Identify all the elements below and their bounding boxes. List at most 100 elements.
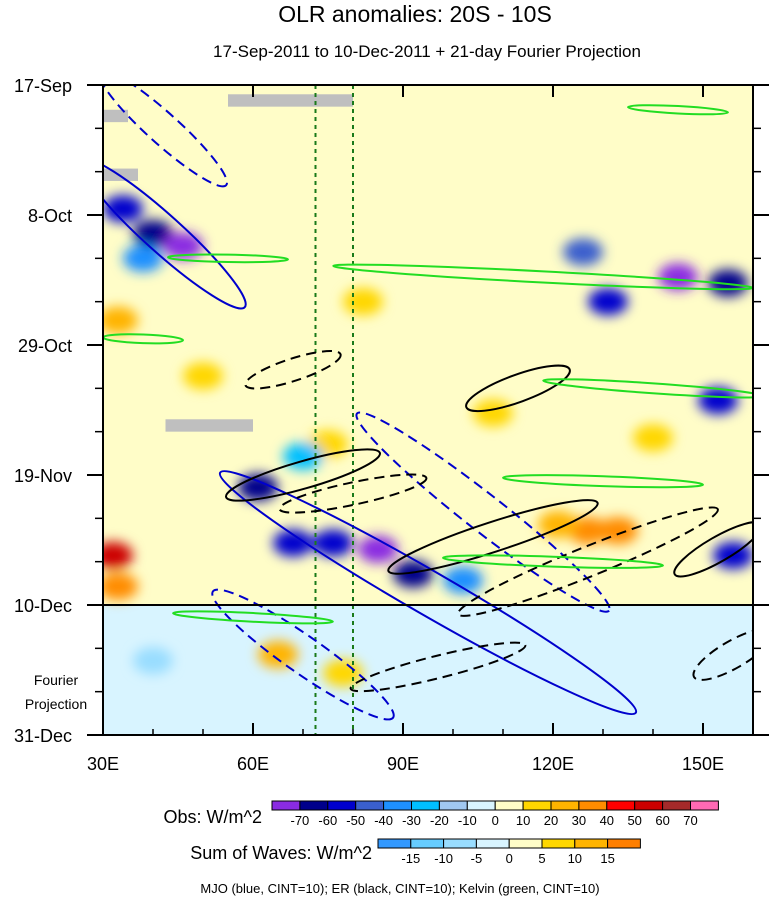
forecast-label-line1: Fourier — [34, 672, 79, 688]
mjo-contour-0 — [103, 85, 229, 188]
missing-data-blocks — [103, 94, 353, 432]
chart-title: OLR anomalies: 20S - 10S — [278, 1, 552, 27]
anomaly-cell-30 — [133, 647, 173, 675]
obs-colorbar-level-13: 60 — [655, 813, 669, 828]
anomaly-cell-5 — [103, 541, 133, 570]
missing-data-block-2 — [165, 419, 253, 432]
anomaly-cell-9 — [313, 529, 353, 557]
anomaly-cell-6 — [103, 572, 138, 601]
anomaly-cell-4 — [103, 306, 138, 334]
plot-area — [103, 85, 753, 735]
waves-colorbar-swatch-2 — [443, 838, 477, 849]
kelvin-contour-19 — [172, 610, 334, 625]
obs-colorbar-level-0: -70 — [291, 813, 310, 828]
y-tick-label-3: 19-Nov — [14, 466, 72, 486]
kelvin-contour-17 — [627, 104, 729, 116]
footnote: MJO (blue, CINT=10); ER (black, CINT=10)… — [200, 881, 599, 896]
anomaly-cell-8 — [273, 529, 313, 557]
obs-colorbar-swatch-3 — [355, 800, 385, 811]
x-tick-label-0: 30E — [87, 754, 119, 774]
obs-colorbar-swatch-14 — [662, 800, 691, 811]
waves-colorbar-swatch-0 — [377, 838, 412, 849]
forecast-region — [103, 605, 753, 735]
anomaly-cell-27 — [183, 362, 223, 390]
mjo-contour-1 — [103, 157, 247, 310]
anomaly-cell-24 — [473, 399, 513, 427]
obs-colorbar-swatch-7 — [466, 800, 496, 811]
er-contour-5 — [244, 350, 342, 390]
er-contour-6 — [465, 364, 571, 413]
anomaly-cell-16 — [588, 288, 628, 316]
obs-colorbar-swatch-15 — [690, 800, 719, 811]
anomaly-cell-11 — [393, 560, 433, 588]
kelvin-contour-16 — [167, 253, 289, 264]
x-tick-label-1: 60E — [237, 754, 269, 774]
anomaly-cell-22 — [343, 288, 383, 316]
anomaly-cell-20 — [538, 510, 578, 539]
waves-colorbar-level-5: 10 — [568, 851, 582, 866]
y-tick-label-4: 10-Dec — [14, 596, 72, 616]
obs-colorbar-swatch-9 — [522, 800, 552, 811]
anomaly-cell-28 — [258, 640, 298, 669]
waves-colorbar-swatch-4 — [508, 838, 543, 849]
waves-colorbar: Sum of Waves: W/m^2 -15 -10 -5 0 5 10 15 — [190, 838, 641, 866]
anomaly-cell-0 — [103, 195, 143, 223]
waves-colorbar-swatch-6 — [574, 838, 609, 849]
obs-colorbar-level-11: 40 — [600, 813, 614, 828]
x-tick-label-4: 150E — [682, 754, 724, 774]
obs-colorbar-level-12: 50 — [627, 813, 641, 828]
anomaly-cell-10 — [358, 535, 398, 563]
anomaly-cell-25 — [633, 424, 673, 452]
anomaly-cell-3 — [123, 244, 163, 272]
obs-colorbar-swatch-1 — [299, 800, 329, 811]
anomaly-cell-12 — [443, 566, 483, 594]
kelvin-contour-15 — [542, 378, 753, 399]
waves-colorbar-level-3: 0 — [506, 851, 513, 866]
waves-colorbar-level-2: -5 — [471, 851, 483, 866]
obs-colorbar-swatch-4 — [383, 800, 413, 811]
er-contour-12 — [673, 521, 753, 578]
obs-colorbar-swatch-5 — [411, 800, 440, 811]
waves-colorbar-level-6: 15 — [600, 851, 614, 866]
obs-colorbar-swatch-10 — [550, 800, 580, 811]
obs-colorbar-level-6: -10 — [458, 813, 477, 828]
obs-colorbar-level-10: 30 — [572, 813, 586, 828]
obs-colorbar-swatch-0 — [271, 800, 301, 811]
forecast-label: Fourier Projection — [25, 672, 87, 712]
waves-colorbar-swatch-5 — [541, 838, 576, 849]
forecast-label-line2: Projection — [25, 696, 87, 712]
obs-colorbar-level-1: -60 — [318, 813, 337, 828]
anomaly-cell-2 — [163, 232, 203, 260]
y-tick-label-5: 31-Dec — [14, 726, 72, 746]
er-contour-13 — [692, 628, 753, 681]
waves-colorbar-label: Sum of Waves: W/m^2 — [190, 843, 372, 863]
obs-colorbar-level-7: 0 — [492, 813, 499, 828]
mjo-contour-4 — [211, 588, 395, 721]
anomaly-cell-19 — [568, 517, 608, 545]
y-tick-label-0: 17-Sep — [14, 76, 72, 96]
y-tick-label-1: 8-Oct — [28, 206, 72, 226]
x-tick-label-3: 120E — [532, 754, 574, 774]
anomaly-cells — [103, 195, 753, 687]
obs-colorbar-level-4: -30 — [402, 813, 421, 828]
er-contour-9 — [387, 499, 599, 575]
waves-colorbar-level-0: -15 — [401, 851, 420, 866]
missing-data-block-3 — [103, 168, 138, 181]
waves-colorbar-level-4: 5 — [538, 851, 545, 866]
waves-colorbar-swatch-7 — [607, 838, 641, 849]
y-tick-label-2: 29-Oct — [18, 336, 72, 356]
obs-colorbar-swatch-11 — [578, 800, 608, 811]
plot-frame — [102, 84, 754, 736]
axes: 30E 60E 90E 120E 150E 17-Sep 8-Oct 29-Oct 19-Nov… — [14, 76, 769, 774]
kelvin-contour-21 — [502, 474, 704, 489]
er-contour-8 — [278, 473, 428, 514]
obs-colorbar-swatch-8 — [494, 800, 524, 811]
obs-colorbar-label: Obs: W/m^2 — [164, 807, 262, 827]
obs-colorbar-swatch-2 — [327, 800, 357, 811]
x-tick-label-2: 90E — [387, 754, 419, 774]
obs-colorbar-level-2: -50 — [346, 813, 365, 828]
obs-colorbar-swatch-12 — [606, 800, 636, 811]
missing-data-block-0 — [228, 94, 353, 107]
obs-colorbar-swatch-13 — [634, 800, 664, 811]
